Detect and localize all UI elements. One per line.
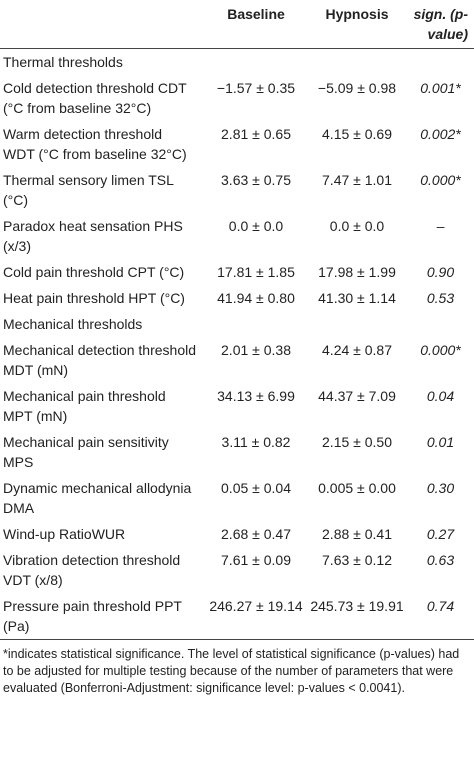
cell: 17.81 ± 1.85 <box>217 264 295 280</box>
cell: 0.000* <box>420 342 461 358</box>
data-row: Vibration detection threshold VDT (x/8) 7… <box>0 547 474 593</box>
row-label: Vibration detection threshold VDT (x/8) <box>3 552 181 588</box>
data-row: Wind-up RatioWUR 2.68 ± 0.47 2.88 ± 0.41 0.… <box>0 521 474 547</box>
cell: 0.05 ± 0.04 <box>221 480 291 496</box>
cell: – <box>436 218 445 234</box>
cell: 4.15 ± 0.69 <box>322 126 392 142</box>
cell: 2.88 ± 0.41 <box>322 526 392 542</box>
cell: 245.73 ± 19.91 <box>310 598 404 614</box>
cell: 7.47 ± 1.01 <box>322 172 392 188</box>
data-row: Heat pain threshold HPT (°C) 41.94 ± 0.80… <box>0 285 474 311</box>
row-label: Cold detection threshold CDT (°C from ba… <box>3 80 187 116</box>
section-row: Mechanical thresholds <box>0 311 474 337</box>
section-row: Thermal thresholds <box>0 49 474 76</box>
data-row: Mechanical detection threshold MDT (mN) 2… <box>0 337 474 383</box>
header-cell: Baseline <box>227 6 285 22</box>
data-row: Paradox heat sensation PHS (x/3) 0.0 ± 0.… <box>0 213 474 259</box>
header-cell: Hypnosis <box>325 6 389 22</box>
cell: 0.04 <box>426 388 455 404</box>
cell: 4.24 ± 0.87 <box>322 342 392 358</box>
cell: 2.68 ± 0.47 <box>221 526 291 542</box>
cell: 17.98 ± 1.99 <box>318 264 396 280</box>
row-label: Wind-up RatioWUR <box>3 526 126 542</box>
cell: 2.15 ± 0.50 <box>322 434 392 450</box>
section-label: Thermal thresholds <box>3 54 123 70</box>
cell: 0.63 <box>426 552 455 568</box>
cell: 41.30 ± 1.14 <box>318 290 396 306</box>
cell: 0.74 <box>426 598 455 614</box>
row-label: Pressure pain threshold PPT (Pa) <box>3 598 182 634</box>
cell: 0.27 <box>426 526 455 542</box>
cell: 41.94 ± 0.80 <box>217 290 295 306</box>
data-row: Cold detection threshold CDT (°C from ba… <box>0 75 474 121</box>
cell: 3.11 ± 0.82 <box>221 434 291 450</box>
cell: 0.000* <box>420 172 461 188</box>
data-row: Thermal sensory limen TSL (°C) 3.63 ± 0.7… <box>0 167 474 213</box>
header-cell <box>0 0 205 49</box>
cell: 246.27 ± 19.14 <box>209 598 303 614</box>
cell: 44.37 ± 7.09 <box>318 388 396 404</box>
row-label: Thermal sensory limen TSL (°C) <box>3 172 174 208</box>
cell: 0.001* <box>420 80 461 96</box>
row-label: Mechanical pain threshold MPT (mN) <box>3 388 166 424</box>
data-row: Cold pain threshold CPT (°C) 17.81 ± 1.85… <box>0 259 474 285</box>
row-label: Cold pain threshold CPT (°C) <box>3 264 185 280</box>
data-row: Pressure pain threshold PPT (Pa) 246.27 ±… <box>0 593 474 640</box>
cell: 0.53 <box>426 290 455 306</box>
data-row: Dynamic mechanical allodynia DMA 0.05 ± 0… <box>0 475 474 521</box>
row-label: Warm detection threshold WDT (°C from ba… <box>3 126 187 162</box>
row-label: Mechanical pain sensitivity MPS <box>3 434 169 470</box>
cell: 0.002* <box>420 126 461 142</box>
cell: 0.30 <box>426 480 455 496</box>
cell: 0.005 ± 0.00 <box>318 480 396 496</box>
footnote: *indicates statistical significance. The… <box>3 647 460 695</box>
data-row: Mechanical pain sensitivity MPS 3.11 ± 0.… <box>0 429 474 475</box>
cell: 2.01 ± 0.38 <box>221 342 291 358</box>
row-label: Mechanical detection threshold MDT (mN) <box>3 342 197 378</box>
cell: 0.90 <box>426 264 455 280</box>
cell: 0.0 ± 0.0 <box>228 218 284 234</box>
cell: −5.09 ± 0.98 <box>317 80 397 96</box>
data-row: Warm detection threshold WDT (°C from ba… <box>0 121 474 167</box>
cell: −1.57 ± 0.35 <box>216 80 296 96</box>
cell: 0.0 ± 0.0 <box>329 218 385 234</box>
cell: 34.13 ± 6.99 <box>217 388 295 404</box>
section-label: Mechanical thresholds <box>3 316 143 332</box>
cell: 2.81 ± 0.65 <box>221 126 291 142</box>
data-table: Baseline Hypnosis sign. (p-value) Thermal … <box>0 0 474 640</box>
header-row: Baseline Hypnosis sign. (p-value) <box>0 0 474 49</box>
cell: 0.01 <box>426 434 455 450</box>
row-label: Heat pain threshold HPT (°C) <box>3 290 185 306</box>
cell: 7.63 ± 0.12 <box>322 552 392 568</box>
cell: 3.63 ± 0.75 <box>221 172 291 188</box>
row-label: Dynamic mechanical allodynia DMA <box>3 480 192 516</box>
data-row: Mechanical pain threshold MPT (mN) 34.13 … <box>0 383 474 429</box>
cell: 7.61 ± 0.09 <box>221 552 291 568</box>
row-label: Paradox heat sensation PHS (x/3) <box>3 218 183 254</box>
table-body: Thermal thresholds Cold detection thresho… <box>0 49 474 640</box>
header-cell: sign. (p-value) <box>413 6 468 42</box>
